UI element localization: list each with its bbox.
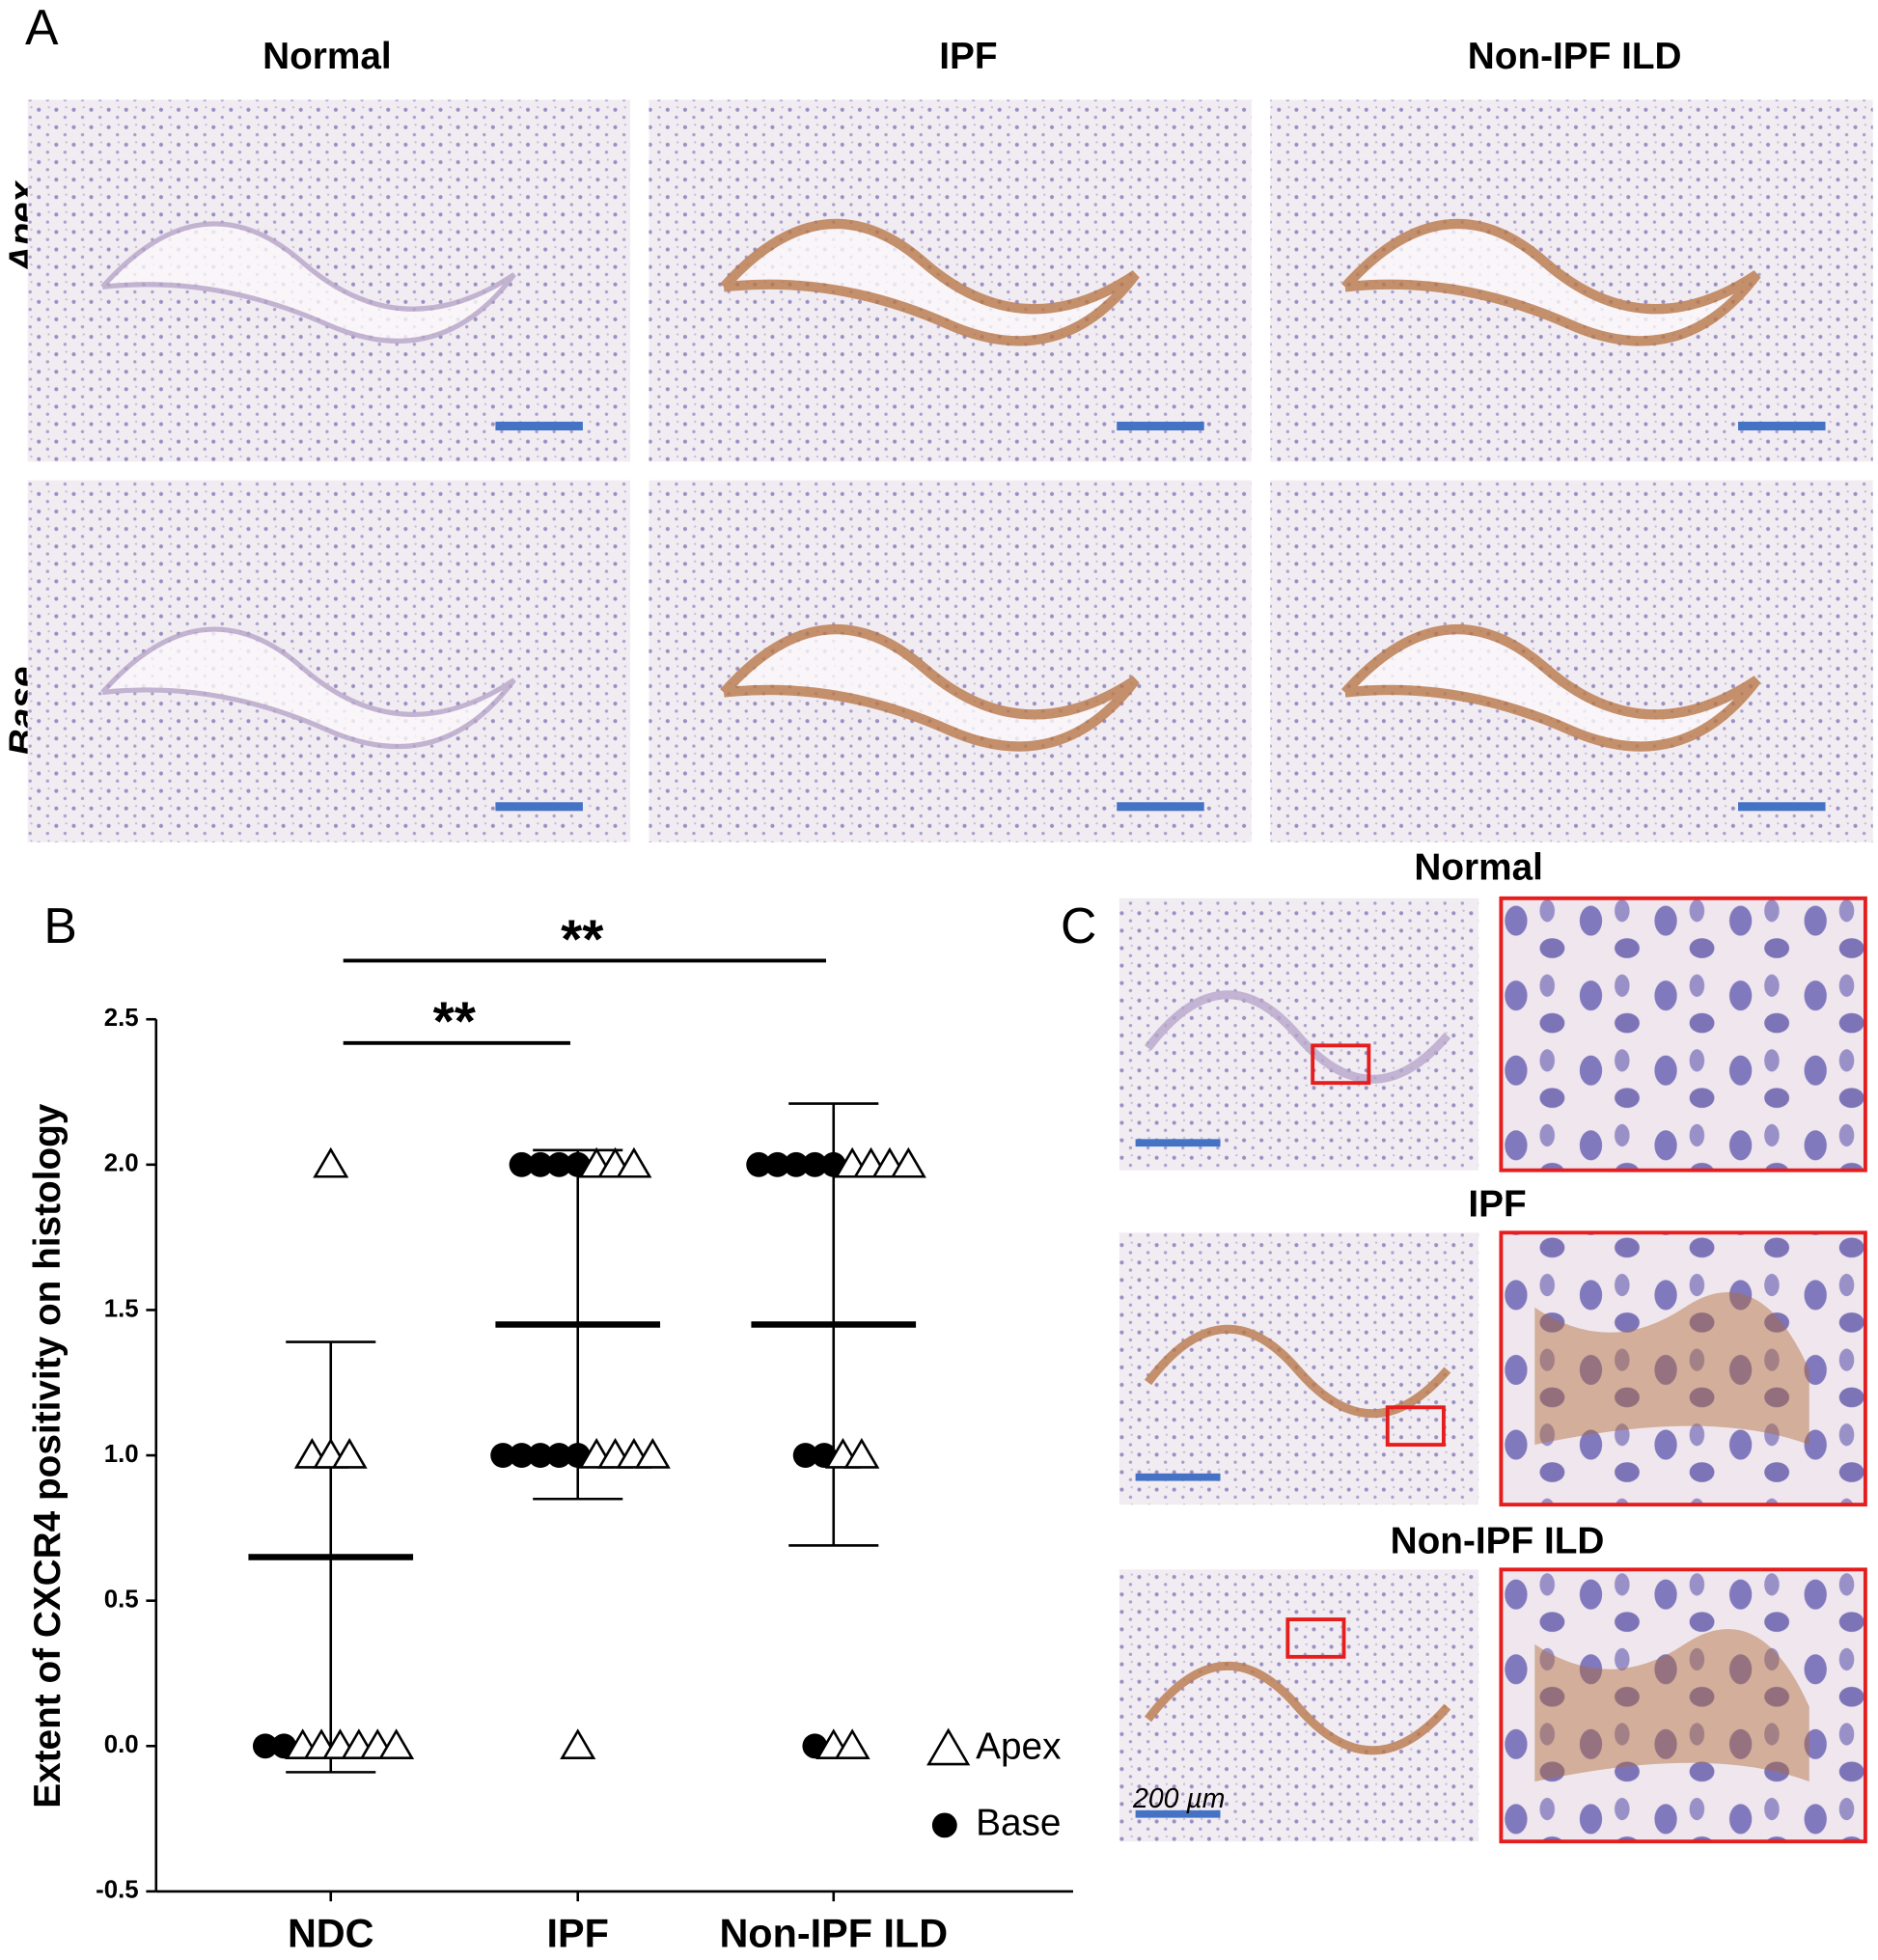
chart: -0.5 0.0 0.5 1.0 1.5 2.0 2.5 NDC IPF Non-IPF ILD *… xyxy=(96,909,1073,1955)
zoom-box xyxy=(1385,1405,1446,1448)
tissue-structure xyxy=(1340,218,1761,346)
row-header: IPF xyxy=(1468,1183,1526,1225)
apex-point xyxy=(378,1728,415,1759)
legend-label: Base xyxy=(976,1803,1061,1844)
scale-bar xyxy=(1135,1139,1221,1147)
tissue-structure xyxy=(100,626,516,750)
panel-label: C xyxy=(1061,897,1096,953)
base-point xyxy=(509,1443,535,1468)
y-tick-label: 2.0 xyxy=(104,1150,139,1177)
tissue-structure xyxy=(720,624,1140,752)
base-point xyxy=(528,1443,553,1468)
zoom-image xyxy=(1499,896,1867,1173)
base-point xyxy=(746,1151,772,1177)
scale-bar xyxy=(495,421,583,431)
scale-bar xyxy=(1738,802,1826,812)
base-point xyxy=(509,1151,535,1177)
x-tick-label: IPF xyxy=(547,1911,609,1955)
zoom-box xyxy=(1311,1043,1371,1086)
base-point xyxy=(792,1443,818,1468)
column-header: IPF xyxy=(939,36,997,77)
scale-bar xyxy=(1117,421,1204,431)
apex-point xyxy=(560,1728,596,1759)
scale-bar xyxy=(495,802,583,812)
panel-label: A xyxy=(25,0,59,55)
base-point xyxy=(802,1151,828,1177)
tissue-structure xyxy=(720,218,1140,346)
histology-image xyxy=(649,480,1252,842)
apex-point xyxy=(331,1437,368,1469)
scale-bar xyxy=(1135,1473,1221,1481)
apex-point xyxy=(616,1146,652,1178)
x-tick-label: Non-IPF ILD xyxy=(719,1911,948,1955)
brown-stain xyxy=(1534,1629,1809,1782)
tissue-structure xyxy=(1340,624,1761,752)
apex-point xyxy=(843,1437,880,1469)
y-tick-label: 0.0 xyxy=(104,1731,139,1758)
legend-marker xyxy=(931,1812,957,1838)
apex-point xyxy=(634,1437,671,1469)
significance-label: ** xyxy=(561,909,604,970)
base-point xyxy=(546,1443,572,1468)
zoom-image xyxy=(1499,1567,1867,1844)
zoom-image xyxy=(1499,1230,1867,1507)
histology-image xyxy=(1270,480,1873,842)
apex-point xyxy=(313,1146,349,1178)
y-tick-label: 1.5 xyxy=(104,1295,139,1322)
zoom-box xyxy=(1285,1617,1346,1659)
column-header: Normal xyxy=(262,36,392,77)
base-point xyxy=(528,1151,553,1177)
y-axis-label: Extent of CXCR4 positivity on histology xyxy=(27,1103,69,1808)
histology-image xyxy=(27,480,631,842)
apex-point xyxy=(890,1146,926,1178)
histology-images xyxy=(27,99,1873,842)
tissue-structure xyxy=(100,221,516,344)
histology-images xyxy=(1119,896,1867,1844)
legend-label: Apex xyxy=(976,1726,1061,1768)
scale-bar xyxy=(1117,802,1204,812)
tissue-structure xyxy=(1144,1661,1451,1755)
row-header: Normal xyxy=(1414,846,1543,888)
y-tick-label: -0.5 xyxy=(96,1877,139,1904)
base-point xyxy=(546,1151,572,1177)
base-point xyxy=(764,1151,790,1177)
scale-bar xyxy=(1135,1809,1221,1818)
base-point xyxy=(784,1151,809,1177)
base-point xyxy=(252,1733,278,1759)
column-header: Non-IPF ILD xyxy=(1468,36,1682,77)
brown-stain xyxy=(1534,1291,1809,1446)
row-header: Non-IPF ILD xyxy=(1391,1520,1605,1561)
base-point xyxy=(490,1443,516,1468)
y-tick-label: 2.5 xyxy=(104,1005,139,1032)
panel-label: B xyxy=(43,897,76,953)
apex-point xyxy=(834,1728,870,1759)
scale-bar xyxy=(1738,421,1826,431)
tissue-structure xyxy=(1144,990,1451,1084)
y-tick-label: 1.0 xyxy=(104,1441,139,1468)
scale-label: 200 µm xyxy=(1132,1783,1225,1814)
legend-marker xyxy=(926,1727,971,1766)
x-tick-label: NDC xyxy=(288,1911,374,1955)
significance-label: ** xyxy=(433,992,477,1053)
y-tick-label: 0.5 xyxy=(104,1586,139,1613)
